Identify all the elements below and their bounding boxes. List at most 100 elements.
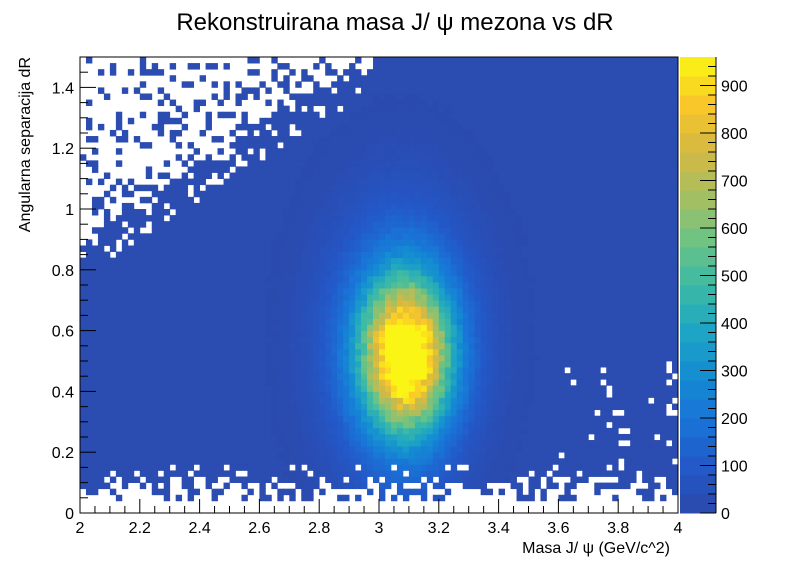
heatmap-cell xyxy=(91,269,99,277)
heatmap-cell xyxy=(181,403,189,411)
heatmap-cell xyxy=(211,275,218,283)
heatmap-cell xyxy=(396,63,404,70)
heatmap-cell xyxy=(151,269,159,277)
heatmap-cell xyxy=(97,409,105,417)
heatmap-cell xyxy=(271,166,278,173)
heatmap-cell xyxy=(247,440,254,447)
heatmap-cell xyxy=(97,281,105,289)
heatmap-cell xyxy=(546,367,553,374)
heatmap-cell xyxy=(115,385,123,392)
heatmap-cell xyxy=(283,348,290,356)
heatmap-cell xyxy=(498,288,505,295)
heatmap-cell xyxy=(510,318,517,325)
heatmap-cell xyxy=(241,269,248,277)
heatmap-cell xyxy=(522,160,529,167)
heatmap-cell xyxy=(426,251,434,259)
heatmap-cell xyxy=(444,427,452,435)
heatmap-cell xyxy=(205,160,212,167)
heatmap-cell xyxy=(408,464,416,471)
heatmap-cell xyxy=(379,385,386,392)
heatmap-cell xyxy=(546,288,553,295)
heatmap-cell xyxy=(492,476,499,483)
heatmap-cell xyxy=(205,409,212,417)
heatmap-cell xyxy=(241,342,248,350)
heatmap-cell xyxy=(295,257,302,265)
heatmap-cell xyxy=(367,330,374,338)
heatmap-cell xyxy=(486,446,494,453)
heatmap-cell xyxy=(283,324,290,331)
heatmap-cell xyxy=(474,136,482,143)
heatmap-cell xyxy=(235,300,242,307)
heatmap-cell xyxy=(420,415,428,423)
heatmap-cell xyxy=(247,421,254,429)
heatmap-cell xyxy=(474,300,482,307)
heatmap-cell xyxy=(396,69,404,76)
heatmap-cell xyxy=(462,397,470,404)
heatmap-cell xyxy=(103,172,111,179)
heatmap-cell xyxy=(325,312,332,319)
heatmap-cell xyxy=(402,294,410,301)
heatmap-cell xyxy=(373,111,380,119)
heatmap-cell xyxy=(217,421,224,429)
heatmap-cell xyxy=(379,215,386,222)
heatmap-cell xyxy=(295,324,302,331)
heatmap-cell xyxy=(313,111,320,119)
heatmap-cell xyxy=(468,221,476,228)
heatmap-cell xyxy=(85,427,93,435)
heatmap-cell xyxy=(175,312,183,319)
heatmap-cell xyxy=(319,184,326,192)
heatmap-cell xyxy=(379,178,386,186)
heatmap-cell xyxy=(480,87,488,94)
heatmap-cell xyxy=(492,63,499,70)
heatmap-cell xyxy=(438,196,446,204)
heatmap-cell xyxy=(109,294,117,301)
heatmap-cell xyxy=(229,288,236,295)
heatmap-cell xyxy=(474,251,482,259)
heatmap-cell xyxy=(319,123,326,131)
heatmap-cell xyxy=(313,281,320,289)
heatmap-cell xyxy=(516,178,523,186)
heatmap-cell xyxy=(91,446,99,453)
heatmap-cell xyxy=(313,172,320,179)
heatmap-cell xyxy=(355,209,362,216)
heatmap-cell xyxy=(355,269,362,277)
heatmap-cell xyxy=(373,172,380,179)
heatmap-cell xyxy=(325,409,332,417)
heatmap-cell xyxy=(408,452,416,459)
heatmap-cell xyxy=(187,482,195,490)
heatmap-cell xyxy=(115,324,123,331)
heatmap-cell xyxy=(552,470,559,477)
heatmap-cell xyxy=(163,324,171,331)
heatmap-cell xyxy=(408,93,416,100)
heatmap-cell xyxy=(175,294,183,301)
heatmap-cell xyxy=(271,111,278,119)
heatmap-cell xyxy=(379,488,386,496)
heatmap-cell xyxy=(337,172,344,179)
heatmap-cell xyxy=(301,318,308,325)
heatmap-cell xyxy=(516,221,523,228)
heatmap-cell xyxy=(355,288,362,295)
heatmap-cell xyxy=(253,172,260,179)
heatmap-cell xyxy=(313,81,320,88)
heatmap-cell xyxy=(462,288,470,295)
heatmap-cell xyxy=(337,227,344,234)
heatmap-cell xyxy=(187,142,195,149)
heatmap-cell xyxy=(223,312,230,319)
heatmap-cell xyxy=(319,93,326,100)
heatmap-cell xyxy=(145,215,153,222)
heatmap-cell xyxy=(468,148,476,155)
heatmap-cell xyxy=(139,391,147,398)
heatmap-cell xyxy=(402,488,410,496)
heatmap-cell xyxy=(438,251,446,259)
heatmap-cell xyxy=(384,397,392,404)
heatmap-cell xyxy=(432,373,440,380)
heatmap-cell xyxy=(319,330,326,338)
heatmap-cell xyxy=(343,178,350,186)
heatmap-cell xyxy=(91,385,99,392)
heatmap-cell xyxy=(408,403,416,411)
heatmap-cell xyxy=(444,336,452,344)
heatmap-cell xyxy=(289,178,296,186)
heatmap-cell xyxy=(432,184,440,192)
heatmap-cell xyxy=(390,379,398,386)
heatmap-cell xyxy=(241,123,248,131)
